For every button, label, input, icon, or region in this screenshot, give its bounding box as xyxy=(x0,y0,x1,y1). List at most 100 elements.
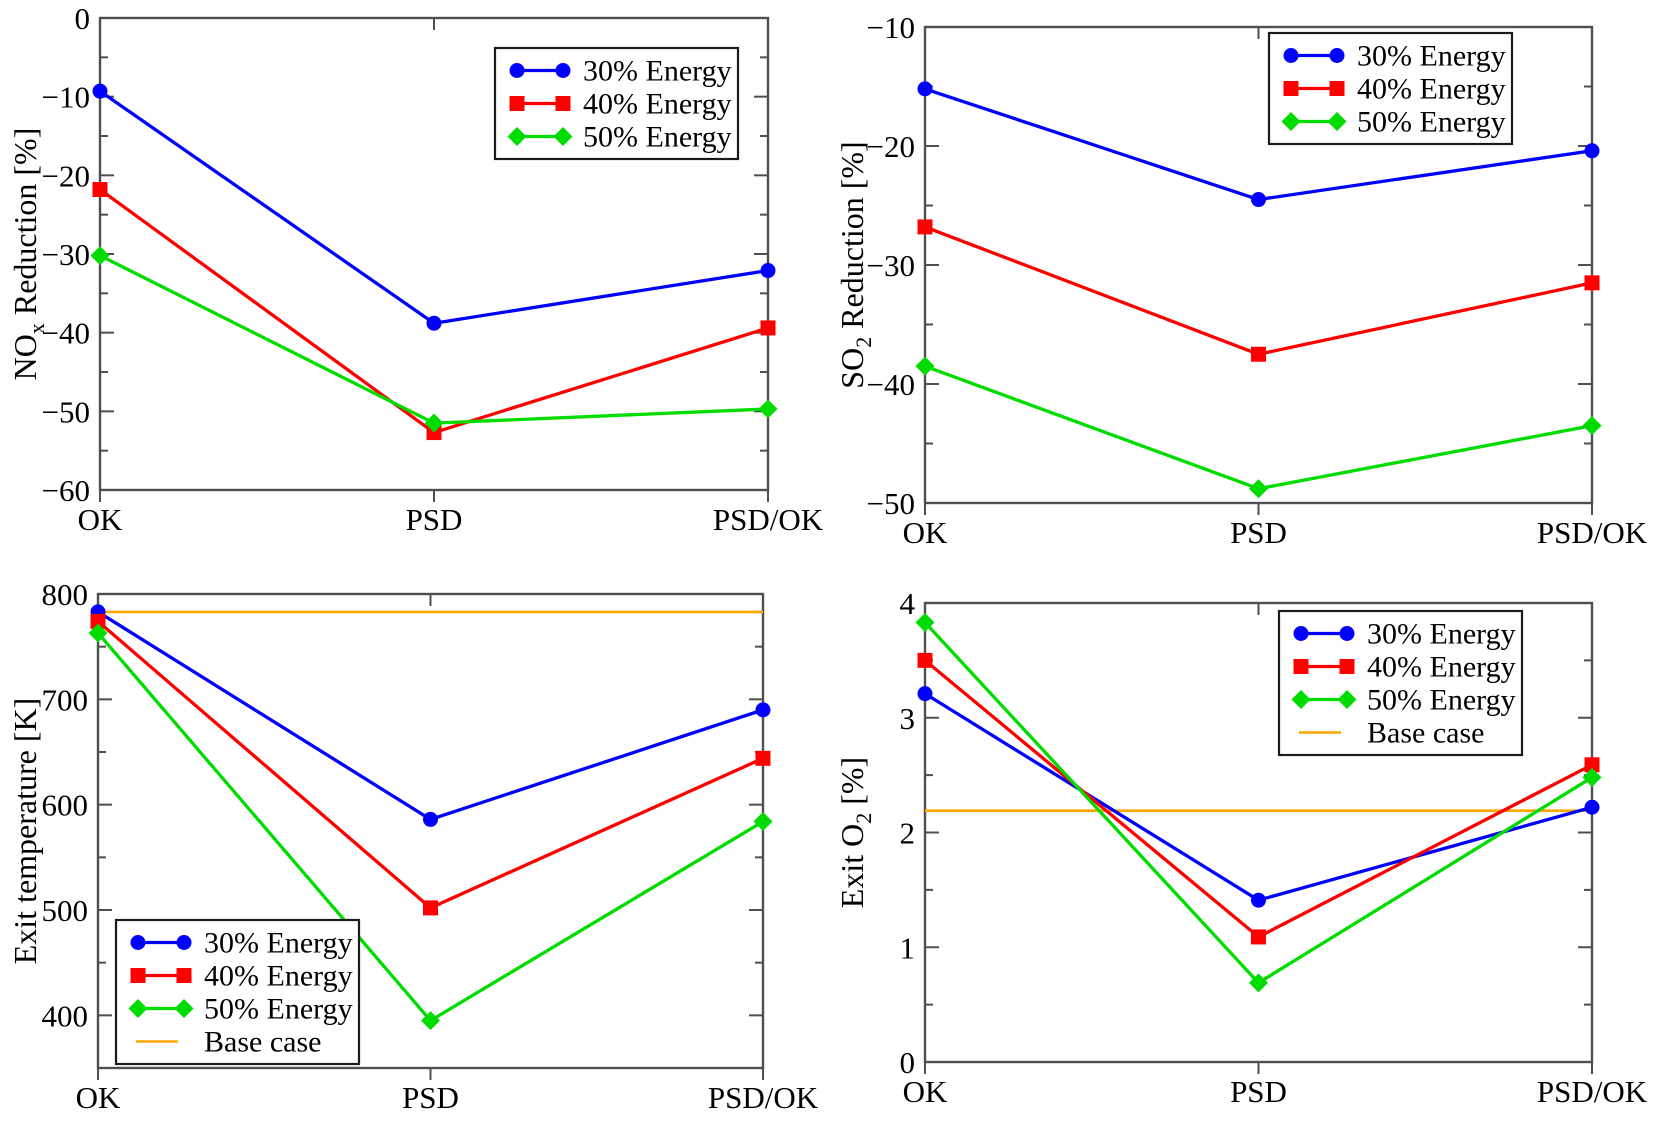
data-point-marker xyxy=(1251,929,1266,945)
plot-exit-o2: 0 1 2 3 4 OK PSD PSD/OK Exit O2 [%] 30% Energy40%… xyxy=(834,586,1648,1109)
y-axis-label: Exit O2 [%] xyxy=(834,757,876,908)
legend-label: Base case xyxy=(1367,717,1484,750)
data-point-marker xyxy=(755,750,771,766)
x-tick-label: PSD xyxy=(1230,1074,1287,1109)
y-tick-label: 0 xyxy=(75,1,91,36)
data-point-marker xyxy=(915,356,935,376)
data-point-marker xyxy=(426,315,442,331)
data-point-marker xyxy=(1584,143,1600,159)
y-axis-label: NOx Reduction [%] xyxy=(7,128,49,381)
data-point-marker xyxy=(917,652,933,668)
y-tick-label: −10 xyxy=(867,10,915,45)
data-point-marker xyxy=(1584,757,1600,773)
data-point-marker xyxy=(1251,892,1266,908)
legend-label: 40% Energy xyxy=(583,88,732,121)
chart-exit-temperature: 400 500 600 700 800 OK PSD PSD/OK Exit temperatu… xyxy=(0,562,827,1125)
data-point-marker xyxy=(917,81,933,97)
y-tick-label: −30 xyxy=(42,237,90,272)
legend-marker xyxy=(1283,81,1299,96)
legend-box xyxy=(493,46,740,161)
y-tick-label: −10 xyxy=(42,80,90,115)
x-tick-label: OK xyxy=(76,1080,121,1115)
chart-so2-reduction: −10 −20 −30 −40 −50 OK PSD PSD/OK SO2 Reduction … xyxy=(827,0,1654,562)
series-line-50-energy xyxy=(924,364,1593,491)
x-tick-label: OK xyxy=(903,515,948,550)
data-point-marker xyxy=(1251,346,1266,362)
data-point-marker xyxy=(917,686,933,702)
legend-label: Base case xyxy=(204,1026,321,1059)
data-point-marker xyxy=(423,811,438,827)
data-point-marker xyxy=(760,320,776,336)
legend-marker xyxy=(174,999,194,1018)
legend-marker xyxy=(1293,626,1309,641)
y-tick-label: −40 xyxy=(42,316,90,351)
series-line-40-energy xyxy=(99,188,769,435)
data-point-marker xyxy=(1249,973,1268,993)
legend-marker xyxy=(1339,626,1355,641)
legend-label: 30% Energy xyxy=(583,55,732,88)
legend-marker xyxy=(1283,48,1299,63)
legend-marker xyxy=(509,63,525,78)
y-tick-label: 0 xyxy=(900,1045,916,1080)
legend-marker xyxy=(176,968,192,983)
legend-label: 30% Energy xyxy=(1367,618,1516,651)
data-point-marker xyxy=(92,181,108,197)
y-tick-label: −50 xyxy=(867,486,915,521)
y-tick-label: −50 xyxy=(42,394,90,429)
data-point-marker xyxy=(1249,479,1268,499)
legend-marker xyxy=(555,63,571,78)
plot-exit-temperature: 400 500 600 700 800 OK PSD PSD/OK Exit temperatu… xyxy=(7,577,819,1115)
data-point-marker xyxy=(760,263,776,279)
data-point-marker xyxy=(753,812,773,832)
y-tick-label: −30 xyxy=(867,248,915,283)
x-tick-label: PSD/OK xyxy=(1537,515,1648,550)
y-tick-label: 700 xyxy=(42,682,89,717)
legend-marker xyxy=(1281,112,1301,131)
x-tick-label: PSD/OK xyxy=(708,1080,819,1115)
data-point-marker xyxy=(755,702,771,718)
legend-label: 30% Energy xyxy=(1357,40,1506,73)
legend-marker xyxy=(1291,690,1311,709)
data-point-marker xyxy=(90,613,106,629)
legend-label: 50% Energy xyxy=(583,121,732,154)
legend-label: 40% Energy xyxy=(1357,73,1506,106)
chart-nox-reduction: 0 −10 −20 −30 −40 −50 −60 OK PSD PSD/OK NOx Reduct… xyxy=(0,0,827,562)
legend-label: 50% Energy xyxy=(1357,106,1506,139)
legend-label: 50% Energy xyxy=(1367,684,1516,717)
legend-marker xyxy=(507,127,527,146)
data-point-marker xyxy=(758,399,778,419)
legend-marker xyxy=(130,968,146,983)
data-point-marker xyxy=(917,219,933,235)
y-tick-label: 400 xyxy=(42,998,89,1033)
x-tick-label: PSD xyxy=(402,1080,459,1115)
legend-marker xyxy=(555,96,571,111)
data-point-marker xyxy=(92,83,108,99)
legend-marker xyxy=(1293,659,1309,674)
x-tick-label: PSD/OK xyxy=(713,502,824,537)
legend-marker xyxy=(1339,659,1355,674)
y-tick-label: −60 xyxy=(42,473,90,508)
legend-label: 30% Energy xyxy=(204,927,353,960)
x-tick-label: OK xyxy=(78,502,123,537)
data-point-marker xyxy=(90,246,110,266)
series-line-30-energy xyxy=(97,610,764,822)
series-line-40-energy xyxy=(96,620,764,910)
data-point-marker xyxy=(1582,767,1602,787)
series-line-50-energy xyxy=(99,254,769,425)
legend-marker xyxy=(553,127,573,146)
legend-label: 40% Energy xyxy=(204,960,353,993)
data-point-marker xyxy=(915,613,935,633)
x-tick-label: PSD xyxy=(1230,515,1287,550)
y-tick-label: 500 xyxy=(42,893,89,928)
x-tick-label: OK xyxy=(903,1074,948,1109)
data-point-marker xyxy=(421,1011,440,1031)
legend-label: 50% Energy xyxy=(204,993,353,1026)
x-tick-label: PSD xyxy=(406,502,463,537)
data-point-marker xyxy=(88,623,108,643)
legend-marker xyxy=(1329,48,1345,63)
y-tick-label: 800 xyxy=(42,577,89,612)
y-axis-label: SO2 Reduction [%] xyxy=(834,141,876,388)
